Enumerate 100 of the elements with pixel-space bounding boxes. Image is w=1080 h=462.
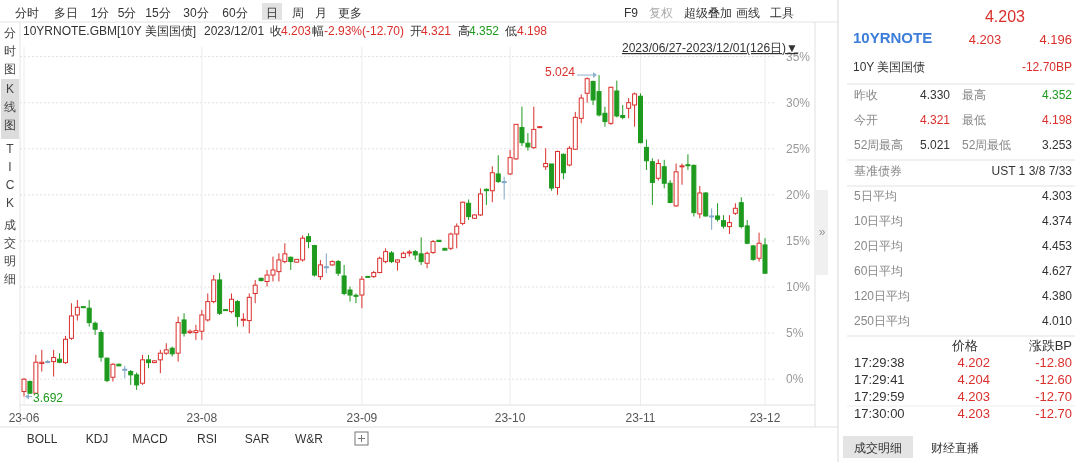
- candlestick: [323, 252, 329, 274]
- candlestick: [466, 198, 472, 221]
- candlestick: [92, 321, 98, 336]
- text: 15分: [145, 6, 171, 20]
- text: 4.321: [919, 113, 951, 127]
- text: 4.203: [281, 24, 312, 38]
- text: 成交明细: [4, 218, 16, 286]
- candlestick: [228, 292, 234, 314]
- text: 17:29:41: [854, 372, 905, 387]
- text: TICK: [5, 142, 15, 210]
- candlestick: [655, 158, 661, 182]
- x-tick-label: 23-06: [8, 411, 40, 425]
- text: 日: [266, 6, 278, 20]
- text: 4.202: [957, 355, 990, 370]
- candlestick: [86, 299, 92, 328]
- text: 画线: [736, 6, 760, 20]
- text: 周: [292, 6, 304, 20]
- text: W&R: [295, 432, 324, 446]
- text: 2023/12/01: [204, 24, 265, 38]
- text: 4.010: [1041, 314, 1073, 328]
- text: 4.203: [957, 389, 990, 404]
- text: -12.70BP: [1021, 60, 1072, 74]
- candlestick: [726, 214, 732, 235]
- x-tick-label: 23-08: [186, 411, 218, 425]
- candlestick: [110, 362, 116, 382]
- text: 5日平均: [854, 189, 897, 203]
- candlestick: [709, 207, 715, 231]
- text: 60分: [222, 6, 248, 20]
- text: 4.198: [517, 24, 548, 38]
- y-tick-label: 0%: [786, 372, 804, 387]
- text: 开: [410, 24, 422, 38]
- text: -12.70: [1035, 389, 1072, 404]
- text: 4.196: [1039, 32, 1072, 47]
- text: 17:29:59: [854, 389, 905, 404]
- candlestick: [489, 165, 495, 203]
- candlestick: [643, 139, 649, 171]
- candlestick: [181, 312, 187, 338]
- y-tick-label: 5%: [786, 326, 804, 341]
- text: 60日平均: [854, 264, 904, 278]
- annotation: 3.692: [33, 390, 64, 405]
- text: 分时图: [4, 26, 16, 76]
- text: 17:29:38: [854, 355, 905, 370]
- chart-title: 10YRNOTE.GBM[10Y 美国国债]: [23, 24, 197, 38]
- text: SAR: [244, 432, 270, 446]
- candlestick: [525, 132, 531, 152]
- y-tick-label: 25%: [786, 141, 811, 156]
- text: 30分: [183, 6, 209, 20]
- text: 财经直播: [931, 441, 979, 455]
- text: 120日平均: [854, 289, 911, 303]
- text: 52周最低: [962, 138, 1012, 152]
- text: 低: [505, 24, 517, 38]
- text: 高: [458, 24, 470, 38]
- text: 更多: [338, 6, 362, 20]
- candlestick: [104, 357, 110, 383]
- candlestick: [21, 377, 27, 398]
- text: 250日平均: [854, 314, 911, 328]
- text: 4.198: [1041, 113, 1073, 127]
- text: 昨收: [854, 88, 878, 102]
- candlestick: [495, 154, 501, 184]
- text: 10Y 美国国债: [853, 60, 926, 74]
- candlestick: [584, 76, 590, 104]
- text: 今开: [854, 113, 878, 127]
- text: 17:30:00: [854, 406, 905, 421]
- y-tick-label: 10%: [786, 280, 811, 295]
- text: 4.321: [421, 24, 452, 38]
- x-tick-label: 23-10: [494, 411, 526, 425]
- candlestick: [317, 259, 323, 281]
- text: 10YRNOTE: [853, 29, 933, 46]
- text: 4.374: [1041, 214, 1073, 228]
- candlestick: [252, 279, 258, 304]
- annotation: 5.024: [544, 65, 576, 80]
- text: MACD: [132, 432, 168, 446]
- candlestick: [359, 275, 365, 309]
- candlestick: [649, 157, 655, 206]
- text: 价格: [951, 338, 978, 353]
- y-tick-label: 15%: [786, 233, 811, 248]
- text: 3.253: [1041, 138, 1073, 152]
- text: 成交明细: [854, 441, 902, 455]
- candlestick: [543, 147, 549, 171]
- text: -12.80: [1035, 355, 1072, 370]
- y-tick-label: 30%: [786, 95, 811, 110]
- text: 收: [270, 24, 282, 38]
- text: 最高: [962, 88, 986, 102]
- text: 4.204: [957, 372, 990, 387]
- text: -2.93%(-12.70): [324, 24, 405, 38]
- candlestick: [715, 202, 721, 223]
- text: 幅: [312, 24, 324, 38]
- y-tick-label: 20%: [786, 187, 811, 202]
- text: KDJ: [85, 432, 109, 446]
- x-tick-label: 23-09: [346, 411, 378, 425]
- candlestick: [756, 232, 762, 263]
- candlestick: [560, 152, 566, 180]
- candlestick: [519, 106, 525, 147]
- text: 基准债券: [854, 164, 902, 178]
- candlestick: [140, 354, 146, 386]
- text: 4.203: [957, 406, 990, 421]
- candlestick: [234, 299, 240, 328]
- text: RSI: [196, 432, 218, 446]
- text: 20日平均: [854, 239, 904, 253]
- text: 涨跌BP: [1028, 338, 1072, 353]
